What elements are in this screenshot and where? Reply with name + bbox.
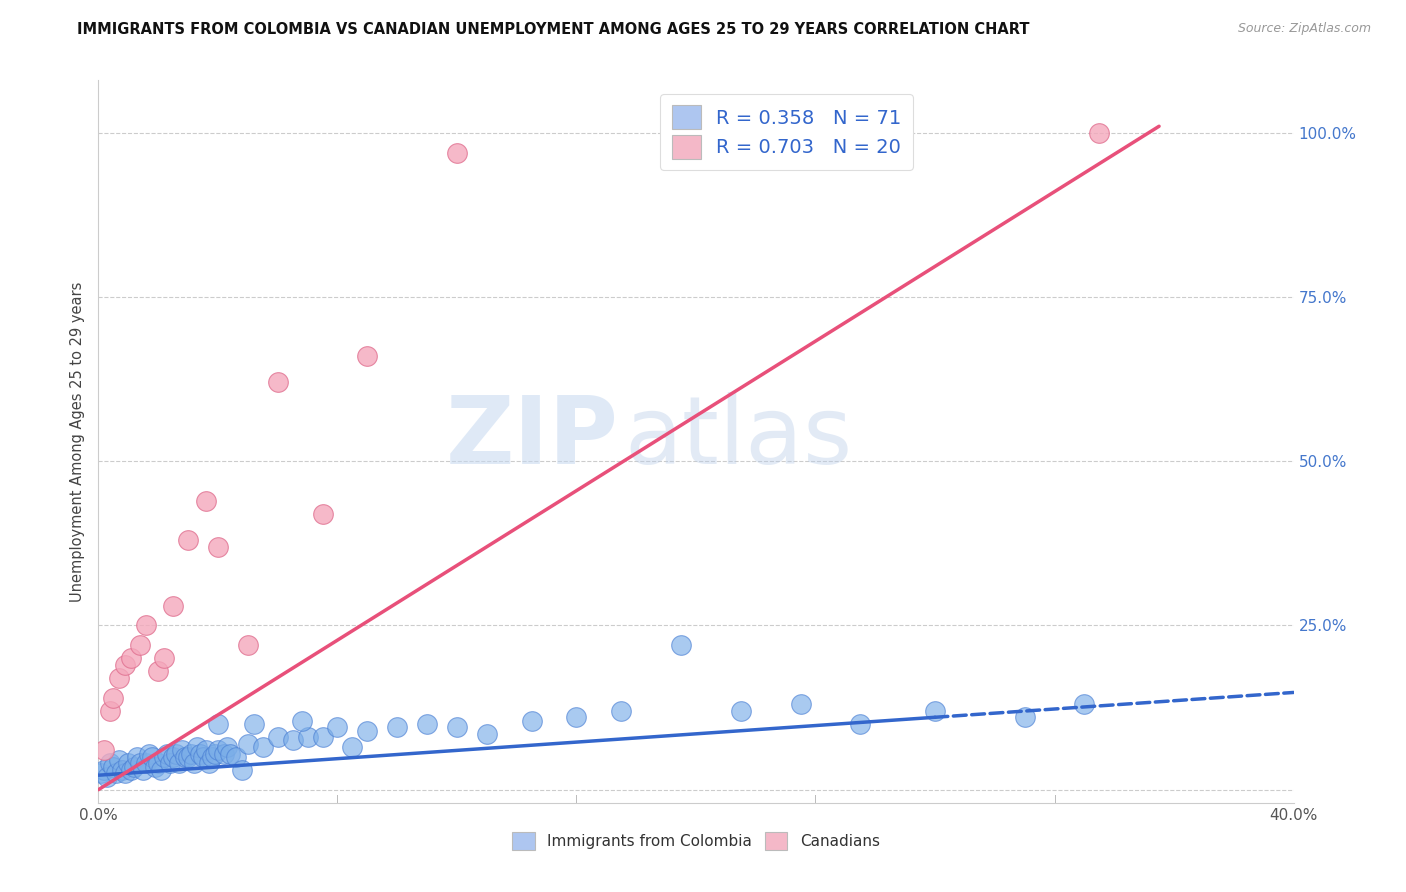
Point <box>849 717 872 731</box>
Text: ZIP: ZIP <box>446 392 619 484</box>
Point <box>114 657 136 672</box>
Point <box>207 717 229 731</box>
Point <box>117 756 139 771</box>
Point <box>135 618 157 632</box>
Point <box>108 671 131 685</box>
Point <box>167 756 190 771</box>
Point <box>385 720 409 734</box>
Point <box>267 730 290 744</box>
Point <box>186 739 208 754</box>
Point <box>159 756 181 771</box>
Text: IMMIGRANTS FROM COLOMBIA VS CANADIAN UNEMPLOYMENT AMONG AGES 25 TO 29 YEARS CORR: IMMIGRANTS FROM COLOMBIA VS CANADIAN UNE… <box>77 22 1029 37</box>
Point <box>204 747 226 761</box>
Point <box>730 704 752 718</box>
Point <box>219 747 242 761</box>
Point <box>326 720 349 734</box>
Point <box>669 638 692 652</box>
Legend: Immigrants from Colombia, Canadians: Immigrants from Colombia, Canadians <box>506 826 886 856</box>
Point <box>565 710 588 724</box>
Point <box>446 145 468 160</box>
Point <box>93 763 115 777</box>
Point <box>174 749 197 764</box>
Point <box>141 749 163 764</box>
Point <box>416 717 439 731</box>
Point <box>207 743 229 757</box>
Point <box>281 733 304 747</box>
Point <box>267 376 290 390</box>
Point <box>172 743 194 757</box>
Point <box>195 743 218 757</box>
Text: atlas: atlas <box>624 392 852 484</box>
Point <box>177 533 200 547</box>
Point <box>215 739 238 754</box>
Point <box>789 698 811 712</box>
Point <box>96 770 118 784</box>
Point <box>356 349 378 363</box>
Point <box>311 730 333 744</box>
Point <box>356 723 378 738</box>
Point <box>98 756 122 771</box>
Text: Source: ZipAtlas.com: Source: ZipAtlas.com <box>1237 22 1371 36</box>
Point <box>129 638 152 652</box>
Point <box>156 747 179 761</box>
Point <box>150 763 173 777</box>
Point <box>188 747 211 761</box>
Point <box>243 717 266 731</box>
Point <box>177 749 200 764</box>
Point <box>212 747 235 761</box>
Point <box>108 753 131 767</box>
Point <box>236 737 259 751</box>
Point <box>148 665 170 679</box>
Point <box>180 747 202 761</box>
Point <box>475 727 498 741</box>
Point <box>610 704 633 718</box>
Point <box>252 739 274 754</box>
Y-axis label: Unemployment Among Ages 25 to 29 years: Unemployment Among Ages 25 to 29 years <box>70 281 86 602</box>
Point <box>135 756 157 771</box>
Point <box>231 763 253 777</box>
Point <box>183 756 205 771</box>
Point <box>201 749 224 764</box>
Point <box>153 651 176 665</box>
Point <box>153 749 176 764</box>
Point <box>291 714 314 728</box>
Point <box>1073 698 1095 712</box>
Point <box>98 704 122 718</box>
Point <box>1088 126 1111 140</box>
Point <box>311 507 333 521</box>
Point <box>198 756 221 771</box>
Point <box>129 756 152 771</box>
Point <box>191 749 214 764</box>
Point <box>446 720 468 734</box>
Point <box>297 730 319 744</box>
Point <box>236 638 259 652</box>
Point <box>138 747 160 761</box>
Point <box>207 540 229 554</box>
Point <box>148 756 170 771</box>
Point <box>520 714 543 728</box>
Point <box>103 760 125 774</box>
Point <box>114 766 136 780</box>
Point <box>111 763 134 777</box>
Point <box>225 749 247 764</box>
Point <box>143 760 166 774</box>
Point <box>93 743 115 757</box>
Point <box>127 749 149 764</box>
Point <box>120 651 142 665</box>
Point <box>1014 710 1036 724</box>
Point <box>195 493 218 508</box>
Point <box>120 763 142 777</box>
Point <box>165 747 187 761</box>
Point <box>124 760 146 774</box>
Point <box>105 766 128 780</box>
Point <box>162 599 184 613</box>
Point <box>90 766 112 780</box>
Point <box>924 704 946 718</box>
Point <box>103 690 125 705</box>
Point <box>132 763 155 777</box>
Point <box>162 749 184 764</box>
Point <box>342 739 364 754</box>
